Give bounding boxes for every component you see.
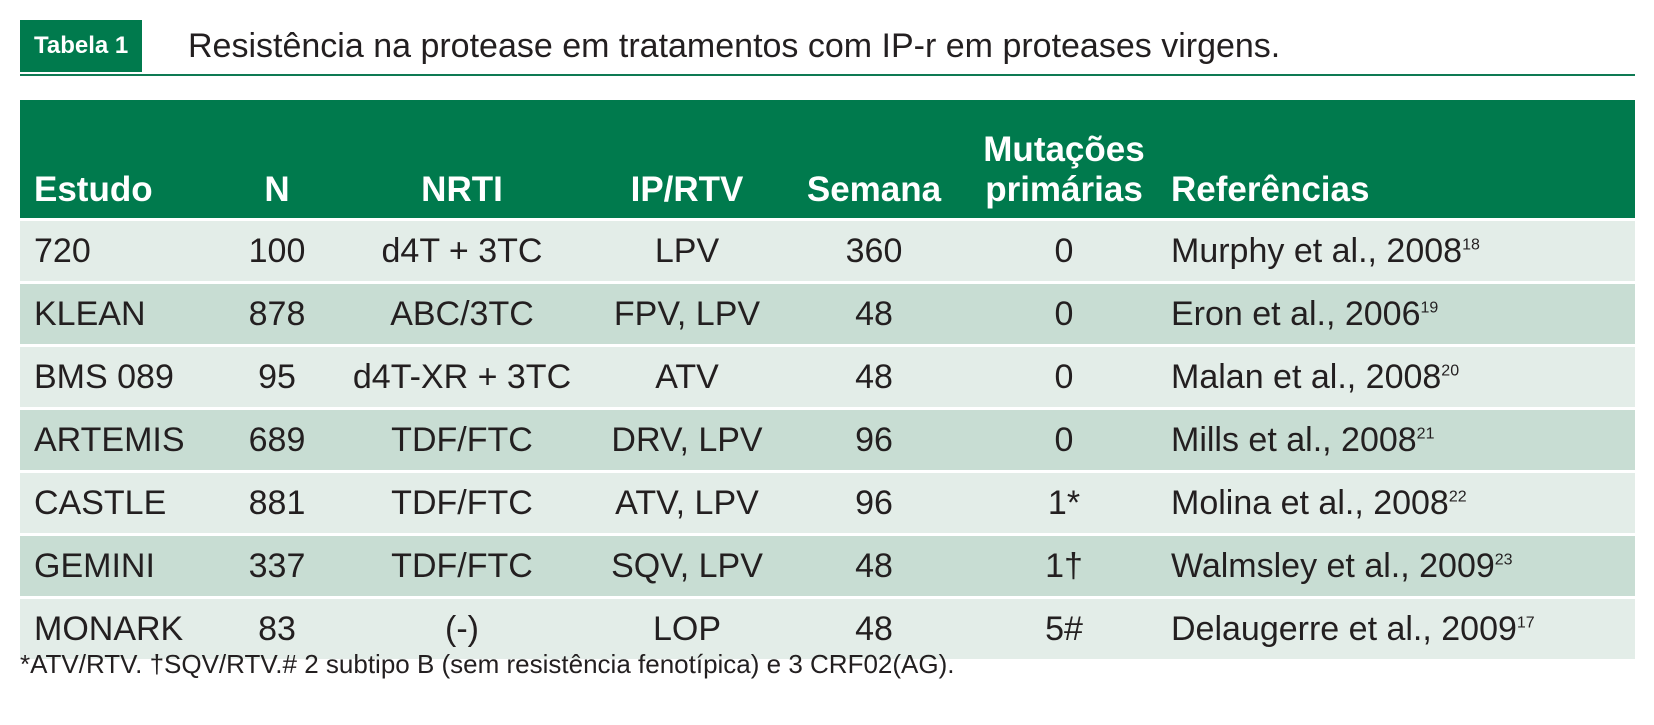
- cell-referencia: Molina et al., 200822: [1157, 470, 1635, 535]
- reference-number: 19: [1420, 299, 1439, 317]
- cell-mutacoes: 0: [971, 344, 1157, 409]
- table-row: KLEAN 878 ABC/3TC FPV, LPV 48 0 Eron et …: [20, 281, 1635, 346]
- cell-mutacoes: 0: [971, 281, 1157, 346]
- table-caption: Resistência na protease em tratamentos c…: [188, 27, 1281, 65]
- cell-mutacoes: 1†: [971, 533, 1157, 598]
- header-estudo: Estudo: [20, 100, 227, 220]
- cell-semana: 360: [777, 218, 971, 283]
- cell-ip-rtv: LPV: [597, 218, 777, 283]
- cell-mutacoes: 5#: [971, 596, 1157, 659]
- header-n: N: [227, 100, 327, 220]
- cell-nrti: TDF/FTC: [327, 533, 597, 598]
- reference-text: Murphy et al., 2008: [1171, 231, 1463, 270]
- table-row: MONARK 83 (-) LOP 48 5# Delaugerre et al…: [20, 596, 1635, 659]
- cell-semana: 48: [777, 281, 971, 346]
- cell-nrti: d4T + 3TC: [327, 218, 597, 283]
- reference-text: Walmsley et al., 2009: [1171, 546, 1495, 585]
- cell-n: 881: [227, 470, 327, 535]
- cell-semana: 48: [777, 596, 971, 659]
- reference-number: 20: [1441, 362, 1460, 380]
- cell-estudo: KLEAN: [20, 281, 227, 346]
- cell-estudo: GEMINI: [20, 533, 227, 598]
- cell-ip-rtv: LOP: [597, 596, 777, 659]
- table-title-row: Tabela 1 Resistência na protease em trat…: [20, 16, 1635, 76]
- cell-nrti: (-): [327, 596, 597, 659]
- cell-semana: 48: [777, 533, 971, 598]
- cell-n: 878: [227, 281, 327, 346]
- cell-referencia: Eron et al., 200619: [1157, 281, 1635, 346]
- reference-text: Mills et al., 2008: [1171, 420, 1417, 459]
- reference-number: 17: [1516, 614, 1535, 632]
- resistance-table: Estudo N NRTI IP/RTV Semana Mutações prim…: [20, 100, 1635, 659]
- header-mutacoes-line2: primárias: [985, 170, 1143, 209]
- cell-referencia: Mills et al., 200821: [1157, 407, 1635, 472]
- cell-nrti: d4T-XR + 3TC: [327, 344, 597, 409]
- cell-estudo: CASTLE: [20, 470, 227, 535]
- header-mutacoes: Mutações primárias: [971, 100, 1157, 220]
- cell-n: 83: [227, 596, 327, 659]
- cell-nrti: TDF/FTC: [327, 407, 597, 472]
- table-footnote: *ATV/RTV. †SQV/RTV.# 2 subtipo B (sem re…: [20, 649, 955, 679]
- reference-number: 22: [1448, 488, 1467, 506]
- cell-semana: 48: [777, 344, 971, 409]
- header-referencias: Referências: [1157, 100, 1635, 220]
- cell-nrti: ABC/3TC: [327, 281, 597, 346]
- cell-nrti: TDF/FTC: [327, 470, 597, 535]
- header-ip-rtv: IP/RTV: [597, 100, 777, 220]
- reference-text: Delaugerre et al., 2009: [1171, 609, 1517, 648]
- cell-ip-rtv: DRV, LPV: [597, 407, 777, 472]
- table-number-badge: Tabela 1: [20, 20, 143, 72]
- cell-semana: 96: [777, 407, 971, 472]
- table-header-row: Estudo N NRTI IP/RTV Semana Mutações prim…: [20, 100, 1635, 220]
- table-row: BMS 089 95 d4T-XR + 3TC ATV 48 0 Malan e…: [20, 344, 1635, 409]
- cell-mutacoes: 1*: [971, 470, 1157, 535]
- table-row: CASTLE 881 TDF/FTC ATV, LPV 96 1* Molina…: [20, 470, 1635, 535]
- reference-text: Eron et al., 2006: [1171, 294, 1421, 333]
- cell-referencia: Murphy et al., 200818: [1157, 218, 1635, 283]
- table-row: GEMINI 337 TDF/FTC SQV, LPV 48 1† Walmsl…: [20, 533, 1635, 598]
- header-semana: Semana: [777, 100, 971, 220]
- header-nrti: NRTI: [327, 100, 597, 220]
- header-mutacoes-line1: Mutações: [983, 130, 1145, 169]
- reference-text: Molina et al., 2008: [1171, 483, 1449, 522]
- cell-estudo: ARTEMIS: [20, 407, 227, 472]
- reference-number: 21: [1416, 425, 1435, 443]
- cell-semana: 96: [777, 470, 971, 535]
- cell-estudo: MONARK: [20, 596, 227, 659]
- reference-number: 18: [1462, 236, 1480, 254]
- cell-n: 95: [227, 344, 327, 409]
- cell-mutacoes: 0: [971, 407, 1157, 472]
- table-row: 720 100 d4T + 3TC LPV 360 0 Murphy et al…: [20, 218, 1635, 283]
- cell-referencia: Walmsley et al., 200923: [1157, 533, 1635, 598]
- table-row: ARTEMIS 689 TDF/FTC DRV, LPV 96 0 Mills …: [20, 407, 1635, 472]
- cell-ip-rtv: SQV, LPV: [597, 533, 777, 598]
- cell-n: 100: [227, 218, 327, 283]
- cell-ip-rtv: ATV: [597, 344, 777, 409]
- reference-text: Malan et al., 2008: [1171, 357, 1442, 396]
- cell-ip-rtv: FPV, LPV: [597, 281, 777, 346]
- cell-referencia: Malan et al., 200820: [1157, 344, 1635, 409]
- cell-n: 689: [227, 407, 327, 472]
- reference-number: 23: [1494, 551, 1513, 569]
- cell-estudo: 720: [20, 218, 227, 283]
- cell-ip-rtv: ATV, LPV: [597, 470, 777, 535]
- cell-estudo: BMS 089: [20, 344, 227, 409]
- cell-referencia: Delaugerre et al., 200917: [1157, 596, 1635, 659]
- cell-mutacoes: 0: [971, 218, 1157, 283]
- cell-n: 337: [227, 533, 327, 598]
